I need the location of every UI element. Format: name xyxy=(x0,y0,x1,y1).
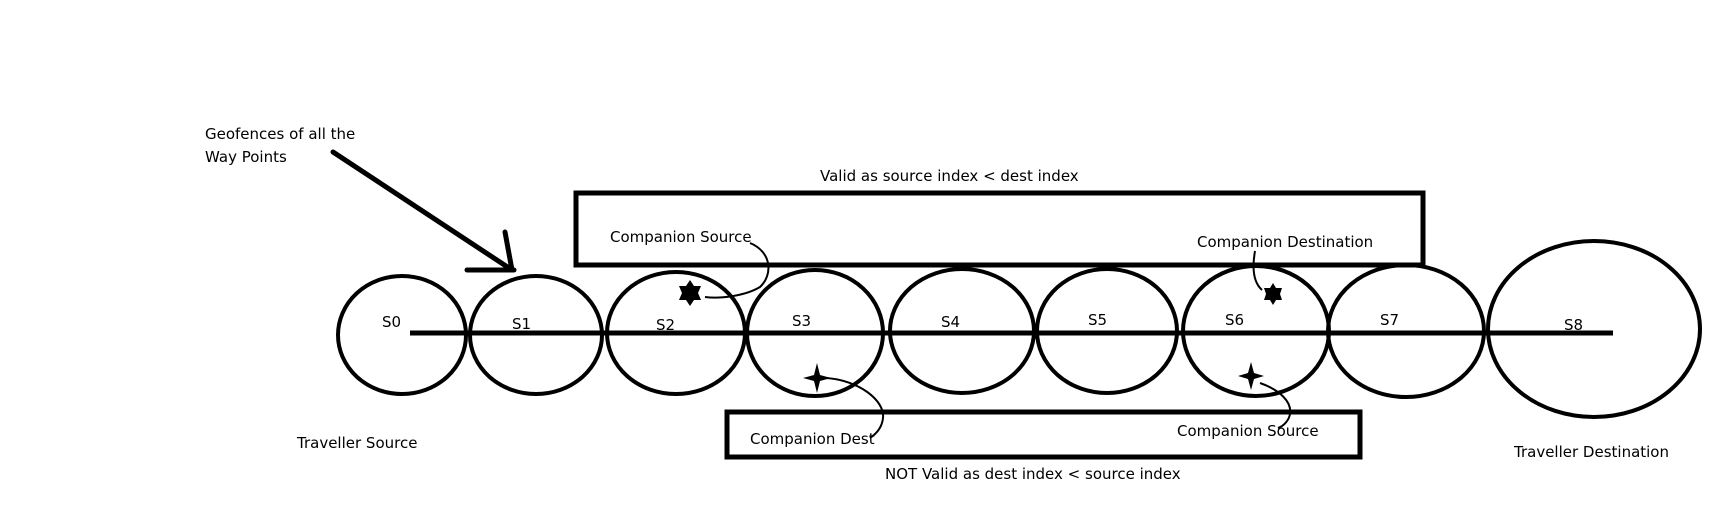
valid-source-callout xyxy=(704,242,770,299)
invalid-caption: NOT Valid as dest index < source index xyxy=(885,465,1181,483)
invalid-companion-dest-label: Companion Dest xyxy=(750,430,875,448)
waypoint-labels: S0 S1 S2 S3 S4 S5 S6 S7 S8 xyxy=(382,311,1583,334)
valid-source-marker-icon xyxy=(679,280,701,306)
waypoint-label-s8: S8 xyxy=(1564,316,1583,334)
waypoint-label-s7: S7 xyxy=(1380,311,1399,329)
valid-dest-callout xyxy=(1252,250,1263,291)
annotation-arrow xyxy=(330,149,517,273)
valid-case-box xyxy=(573,190,1426,268)
valid-companion-source-label: Companion Source xyxy=(610,228,752,246)
invalid-dest-callout xyxy=(825,377,885,439)
geofence-s8 xyxy=(1486,239,1702,419)
valid-caption: Valid as source index < dest index xyxy=(820,167,1079,185)
invalid-companion-source-label: Companion Source xyxy=(1177,422,1319,440)
invalid-case-box xyxy=(724,409,1363,460)
waypoint-label-s0: S0 xyxy=(382,313,401,331)
traveller-destination-label: Traveller Destination xyxy=(1513,443,1669,461)
waypoint-label-s3: S3 xyxy=(792,312,811,330)
waypoint-label-s1: S1 xyxy=(512,315,531,333)
waypoint-label-s4: S4 xyxy=(941,313,960,331)
invalid-dest-marker-icon xyxy=(803,363,831,393)
traveller-source-label: Traveller Source xyxy=(296,434,417,452)
waypoint-label-s6: S6 xyxy=(1225,311,1244,329)
waypoint-label-s2: S2 xyxy=(656,316,675,334)
valid-companion-destination-label: Companion Destination xyxy=(1197,233,1373,251)
valid-dest-marker-icon xyxy=(1264,283,1282,305)
annotation-line-1: Geofences of all the xyxy=(205,125,355,143)
invalid-source-marker-icon xyxy=(1238,362,1264,390)
annotation-line-2: Way Points xyxy=(205,148,287,166)
waypoint-label-s5: S5 xyxy=(1088,311,1107,329)
